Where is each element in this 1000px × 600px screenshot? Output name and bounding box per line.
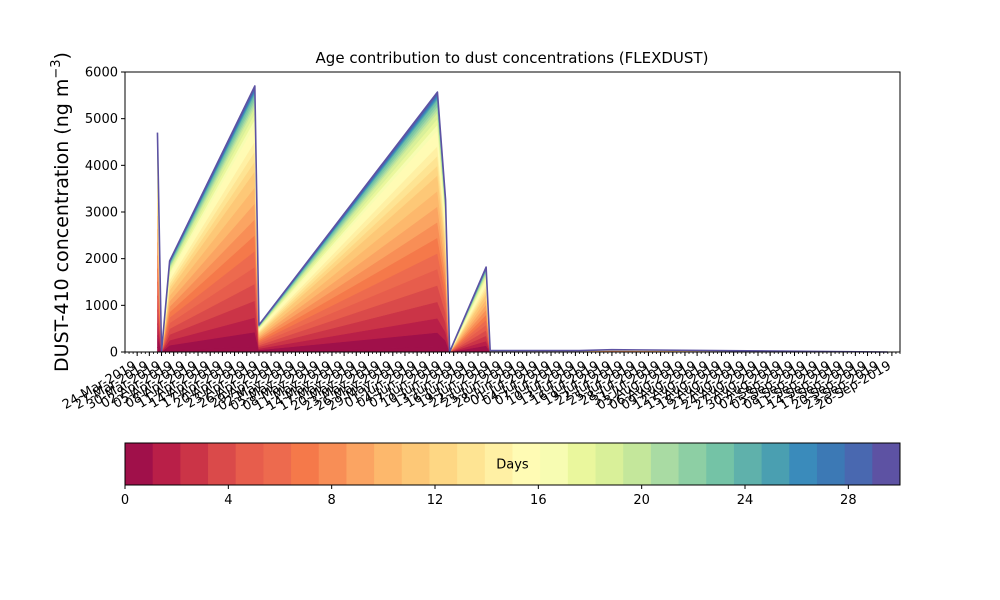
colorbar-tick-label: 20 bbox=[633, 493, 650, 508]
colorbar-segment bbox=[125, 443, 154, 485]
colorbar-segment bbox=[512, 443, 541, 485]
colorbar-segment bbox=[706, 443, 735, 485]
colorbar-segment bbox=[761, 443, 790, 485]
colorbar-segment bbox=[595, 443, 624, 485]
colorbar-segment bbox=[374, 443, 403, 485]
colorbar-segment bbox=[152, 443, 181, 485]
age-band-28 bbox=[157, 88, 888, 353]
colorbar-segment bbox=[208, 443, 237, 485]
colorbar-segment bbox=[623, 443, 652, 485]
age-band-29 bbox=[157, 87, 888, 353]
y-axis-label-text: DUST-410 concentration (ng m−3) bbox=[49, 52, 73, 372]
y-tick-label: 5000 bbox=[85, 112, 118, 127]
chart-title: Age contribution to dust concentrations … bbox=[316, 49, 709, 67]
colorbar-segment bbox=[457, 443, 486, 485]
y-axis-label: DUST-410 concentration (ng m−3) bbox=[49, 52, 73, 372]
total-concentration-line bbox=[156, 85, 888, 353]
colorbar-segment bbox=[401, 443, 430, 485]
colorbar-tick-label: 4 bbox=[224, 493, 232, 508]
age-band-27 bbox=[157, 89, 888, 353]
colorbar-segment bbox=[484, 443, 513, 485]
y-axis-ticks: 0 1000 2000 3000 4000 5000 6000 bbox=[85, 66, 125, 361]
colorbar-segment bbox=[291, 443, 320, 485]
colorbar-segment bbox=[872, 443, 901, 485]
age-band-26 bbox=[157, 91, 888, 353]
x-axis-ticks: 24-Mar-201927-Mar-201930-Mar-201902-Apr-… bbox=[60, 352, 901, 414]
y-tick-label: 0 bbox=[110, 346, 118, 361]
stacked-area-series bbox=[156, 85, 888, 354]
age-band-30 bbox=[157, 85, 888, 353]
colorbar-segment bbox=[567, 443, 597, 485]
colorbar-tick-label: 0 bbox=[121, 493, 129, 508]
y-tick-label: 6000 bbox=[85, 66, 118, 81]
y-tick-label: 1000 bbox=[85, 299, 118, 314]
colorbar-label: Days bbox=[496, 458, 529, 473]
colorbar: 0 4 8 12 16 20 24 28 Days bbox=[121, 442, 901, 508]
colorbar-tick-label: 28 bbox=[840, 493, 857, 508]
colorbar-segment bbox=[789, 443, 818, 485]
colorbar-segment bbox=[678, 443, 707, 485]
colorbar-tick-label: 12 bbox=[427, 493, 444, 508]
colorbar-segment bbox=[540, 443, 569, 485]
colorbar-segment bbox=[733, 443, 763, 485]
colorbar-tick-label: 24 bbox=[737, 493, 754, 508]
colorbar-border bbox=[124, 442, 901, 486]
colorbar-tick-label: 8 bbox=[328, 493, 336, 508]
colorbar-segment bbox=[318, 443, 347, 485]
colorbar-segment bbox=[429, 443, 458, 485]
colorbar-segment bbox=[844, 443, 873, 485]
colorbar-segment bbox=[346, 443, 375, 485]
colorbar-tick-label: 16 bbox=[530, 493, 547, 508]
y-tick-label: 3000 bbox=[85, 206, 118, 221]
colorbar-segment bbox=[816, 443, 846, 485]
colorbar-segment bbox=[650, 443, 680, 485]
colorbar-segment bbox=[263, 443, 292, 485]
y-tick-label: 4000 bbox=[85, 159, 118, 174]
y-tick-label: 2000 bbox=[85, 252, 118, 267]
colorbar-segment bbox=[180, 443, 209, 485]
colorbar-segment bbox=[235, 443, 264, 485]
